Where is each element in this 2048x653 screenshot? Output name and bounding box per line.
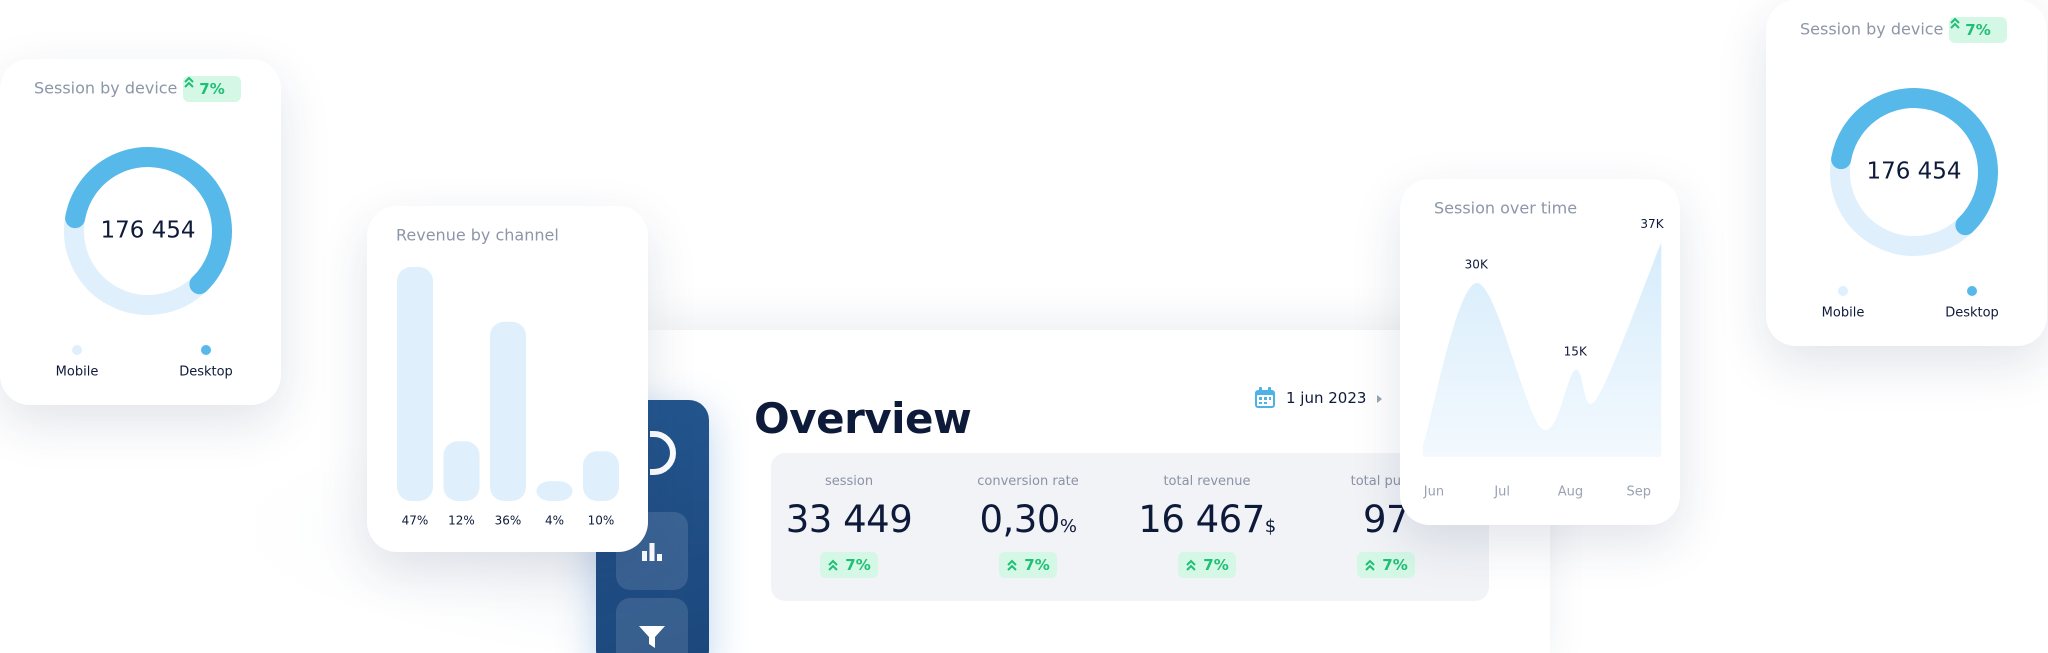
card-canvas: Session by device 176 454 Mobile Desktop bbox=[34, 79, 233, 380]
donut-segment bbox=[64, 216, 207, 315]
bar-value-label: 47% bbox=[402, 514, 429, 528]
up-chevrons bbox=[184, 76, 194, 88]
metric-number: 16 467 bbox=[1138, 498, 1265, 541]
card-title: Session by device bbox=[1800, 20, 1943, 39]
up-chevrons bbox=[1007, 559, 1017, 571]
card-title: Session by device bbox=[34, 79, 177, 98]
card-canvas: Session by device 176 454 Mobile Desktop bbox=[1800, 20, 1999, 321]
metric-unit: % bbox=[1059, 516, 1077, 537]
bar bbox=[490, 321, 526, 501]
legend-label: Mobile bbox=[56, 365, 99, 380]
legend-label: Desktop bbox=[179, 365, 233, 380]
legend-dot bbox=[201, 345, 211, 355]
up-chevrons bbox=[1950, 17, 1960, 29]
change-badge: 7% bbox=[820, 552, 878, 578]
calendar-icon[interactable] bbox=[1254, 387, 1276, 409]
donut-segment bbox=[1830, 157, 1973, 256]
bar-value-label: 36% bbox=[495, 514, 522, 528]
change-badge: 7% bbox=[999, 552, 1057, 578]
metric-number: 33 449 bbox=[785, 498, 913, 541]
point-value-label: 30K bbox=[1465, 258, 1489, 272]
up-chevrons bbox=[1186, 559, 1196, 571]
overview-panel: Overview 1 jun 2023 session 33 449 7% conve… bbox=[646, 330, 1550, 653]
change-badge: 7% bbox=[1949, 17, 2007, 43]
bar-value-label: 4% bbox=[545, 514, 564, 528]
x-tick-label: Aug bbox=[1558, 485, 1583, 500]
session-by-device-card: Session by device 176 454 Mobile Desktop 7% bbox=[1766, 0, 2047, 346]
chevron bbox=[1007, 559, 1017, 571]
chevron bbox=[184, 76, 194, 88]
date-label[interactable]: 1 jun 2023 bbox=[1286, 389, 1367, 407]
point-value-label: 15K bbox=[1564, 345, 1588, 359]
revenue-by-channel-card: Revenue by channel 47% 12% 36% 4% 10% bbox=[367, 206, 648, 552]
bar-icon bbox=[642, 543, 662, 561]
up-chevrons bbox=[828, 559, 838, 571]
metric-label: session bbox=[824, 474, 874, 489]
metric-value: 33 449 bbox=[785, 498, 913, 541]
center-label: 176 454 bbox=[1866, 159, 1961, 185]
chevron bbox=[1365, 559, 1375, 571]
center-label: 176 454 bbox=[100, 218, 195, 244]
x-tick-label: Jun bbox=[1423, 485, 1444, 500]
badge-text: 7% bbox=[1203, 556, 1229, 574]
card-title: Revenue by channel bbox=[396, 226, 559, 245]
badge-text: 7% bbox=[199, 80, 225, 98]
change-badge: 7% bbox=[183, 76, 241, 102]
metric-label: total revenue bbox=[1163, 474, 1251, 489]
overview-title: Overview bbox=[754, 394, 972, 443]
donut-segment bbox=[65, 147, 232, 295]
card-title: Session over time bbox=[1434, 199, 1577, 218]
bar bbox=[583, 451, 619, 501]
legend-dot bbox=[72, 345, 82, 355]
sidebar bbox=[596, 400, 709, 653]
legend-dot bbox=[1838, 286, 1848, 296]
bar bbox=[536, 481, 573, 501]
filter-nav-button[interactable] bbox=[616, 598, 688, 653]
bar bbox=[397, 267, 433, 501]
legend-dot bbox=[1967, 286, 1977, 296]
chevron bbox=[828, 559, 838, 571]
card-canvas: Revenue by channel 47% 12% 36% 4% 10% bbox=[396, 226, 619, 528]
legend-label: Desktop bbox=[1945, 306, 1999, 321]
session-by-device-card: Session by device 176 454 Mobile Desktop 7% bbox=[0, 59, 281, 405]
metric-value: 0,30% bbox=[980, 498, 1077, 541]
change-badge: 7% bbox=[1357, 552, 1415, 578]
metric-label: conversion rate bbox=[977, 474, 1079, 489]
metric-unit: $ bbox=[1264, 516, 1276, 537]
badge-text: 7% bbox=[1965, 21, 1991, 39]
up-chevrons bbox=[1365, 559, 1375, 571]
metric-value: 16 467$ bbox=[1138, 498, 1276, 541]
funnel-icon bbox=[639, 626, 665, 648]
chevron bbox=[1950, 17, 1960, 29]
card-canvas: Session over time 30K 15K 37K Jun Jul Aug Sep bbox=[1423, 199, 1665, 500]
badge-text: 7% bbox=[1024, 556, 1050, 574]
change-badge: 7% bbox=[1178, 552, 1236, 578]
point-value-label: 37K bbox=[1640, 217, 1664, 231]
x-tick-label: Sep bbox=[1626, 485, 1651, 500]
metric-number: 0,30 bbox=[979, 498, 1061, 541]
bar bbox=[443, 441, 480, 501]
chevron bbox=[1186, 559, 1196, 571]
date-arrow[interactable] bbox=[1376, 393, 1384, 405]
session-over-time-card: Session over time 30K 15K 37K Jun Jul Aug Sep bbox=[1400, 179, 1680, 525]
donut-segment bbox=[1831, 88, 1998, 236]
bar-value-label: 10% bbox=[588, 514, 615, 528]
bar-value-label: 12% bbox=[448, 514, 475, 528]
legend-label: Mobile bbox=[1822, 306, 1865, 321]
badge-text: 7% bbox=[845, 556, 871, 574]
x-tick-label: Jul bbox=[1493, 485, 1510, 500]
area bbox=[1423, 242, 1662, 457]
badge-text: 7% bbox=[1382, 556, 1408, 574]
